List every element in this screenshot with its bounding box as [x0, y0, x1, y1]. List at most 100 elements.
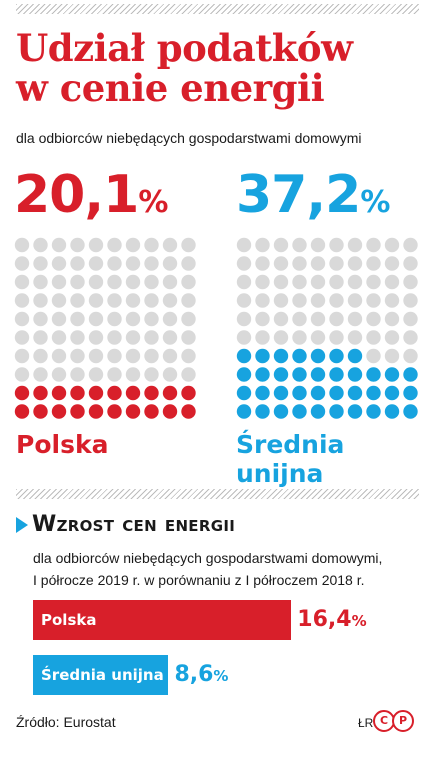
poland-waffle-dot [125, 404, 141, 419]
eu-waffle-dot [236, 330, 252, 345]
poland-waffle-dot [125, 348, 141, 364]
eu-waffle-dot [273, 367, 289, 382]
poland-waffle-dot [125, 293, 141, 308]
price-increase-bar-chart: Polska 16,4% Średnia unijna 8,6% [33, 600, 428, 695]
eu-waffle-dot [273, 404, 289, 419]
bar-value-eu-number: 8,6 [174, 662, 214, 687]
poland-waffle-dot [14, 348, 30, 364]
poland-waffle-dot [33, 404, 48, 419]
eu-waffle-dot [292, 274, 307, 290]
author-initials: ŁR [358, 716, 374, 730]
eu-waffle-dot [347, 237, 363, 253]
eu-waffle-dot [292, 293, 307, 308]
poland-waffle-dot [88, 293, 104, 308]
eu-waffle-dot [366, 311, 381, 327]
poland-waffle-dot [14, 293, 30, 308]
poland-waffle-dot [107, 237, 122, 253]
poland-waffle-dot [70, 367, 85, 382]
eu-waffle-dot [273, 293, 289, 308]
poland-waffle-dot [88, 330, 104, 345]
poland-waffle-dot [51, 367, 67, 382]
poland-waffle-dot [88, 404, 104, 419]
poland-waffle-dot [51, 385, 67, 401]
eu-waffle-dot [384, 348, 400, 364]
section-subtitle-line-2: I półrocze 2019 r. w porównaniu z I półr… [33, 572, 365, 588]
poland-waffle-dot [144, 311, 159, 327]
poland-waffle-dot [144, 404, 159, 419]
poland-waffle-dot [125, 385, 141, 401]
eu-waffle-dot [310, 404, 326, 419]
poland-waffle-dot [107, 348, 122, 364]
eu-waffle-dot [403, 237, 418, 253]
poland-waffle-dot [181, 385, 196, 401]
poland-percentage: 20,1% [14, 165, 168, 233]
poland-waffle-dot [88, 256, 104, 271]
eu-waffle-dot [292, 367, 307, 382]
eu-waffle-dot [403, 348, 418, 364]
poland-waffle-dot [181, 367, 196, 382]
eu-waffle-dot [329, 293, 344, 308]
poland-waffle-dot [162, 385, 178, 401]
top-hatch-divider [16, 4, 419, 14]
poland-waffle-dot [162, 311, 178, 327]
eu-waffle-dot [347, 404, 363, 419]
eu-waffle-dot [292, 256, 307, 271]
eu-waffle-dot [347, 256, 363, 271]
poland-waffle-dot [51, 237, 67, 253]
poland-waffle-dot [70, 348, 85, 364]
eu-waffle-dot [366, 330, 381, 345]
eu-waffle-dot [366, 385, 381, 401]
poland-waffle-dot [88, 311, 104, 327]
poland-waffle-dot [162, 274, 178, 290]
eu-waffle-dot [255, 348, 270, 364]
eu-waffle-dot [273, 256, 289, 271]
poland-waffle-dot [51, 404, 67, 419]
eu-waffle-dot [292, 348, 307, 364]
eu-waffle-dot [384, 385, 400, 401]
eu-waffle-dot [236, 237, 252, 253]
page-title: Udział podatków w cenie energii [16, 28, 420, 108]
poland-waffle-dot [144, 348, 159, 364]
eu-waffle-dot [347, 293, 363, 308]
bar-label-poland: Polska [41, 611, 97, 629]
eu-waffle-dot [236, 404, 252, 419]
poland-waffle-dot [70, 311, 85, 327]
poland-waffle-dot [144, 237, 159, 253]
section-title-text: Wzrost cen energii [32, 512, 236, 537]
poland-waffle-dot [107, 311, 122, 327]
poland-waffle-dot [51, 330, 67, 345]
bar-eu: Średnia unijna [33, 655, 169, 695]
title-line-1: Udział podatków [16, 26, 353, 70]
eu-waffle-dot [403, 311, 418, 327]
eu-waffle-dot [236, 348, 252, 364]
poland-waffle-dot [125, 311, 141, 327]
poland-waffle-dot [88, 348, 104, 364]
poland-waffle-dot [51, 293, 67, 308]
poland-percentage-value: 20,1 [14, 165, 139, 225]
poland-waffle-dot [14, 367, 30, 382]
poland-waffle-dot [14, 385, 30, 401]
poland-waffle-dot [51, 256, 67, 271]
poland-waffle-dot [107, 404, 122, 419]
page-subtitle: dla odbiorców niebędących gospodarstwami… [16, 130, 362, 146]
poland-waffle-dot [70, 293, 85, 308]
eu-waffle-dot [310, 330, 326, 345]
poland-waffle-dot [33, 293, 48, 308]
poland-waffle-dot [51, 274, 67, 290]
poland-waffle-dot [144, 256, 159, 271]
eu-percentage-value: 37,2 [236, 165, 361, 225]
poland-waffle-dot [107, 256, 122, 271]
eu-waffle-dot [292, 330, 307, 345]
poland-waffle-dot [107, 330, 122, 345]
poland-waffle-dot [70, 404, 85, 419]
poland-waffle-dot [181, 237, 196, 253]
eu-waffle-dot [236, 293, 252, 308]
poland-waffle-dot [107, 367, 122, 382]
eu-waffle-dot [366, 256, 381, 271]
poland-waffle-dot [33, 385, 48, 401]
poland-waffle-dot [33, 330, 48, 345]
eu-waffle-dot [255, 330, 270, 345]
eu-waffle-dot [403, 293, 418, 308]
poland-waffle-dot [181, 330, 196, 345]
poland-waffle-dot [125, 256, 141, 271]
